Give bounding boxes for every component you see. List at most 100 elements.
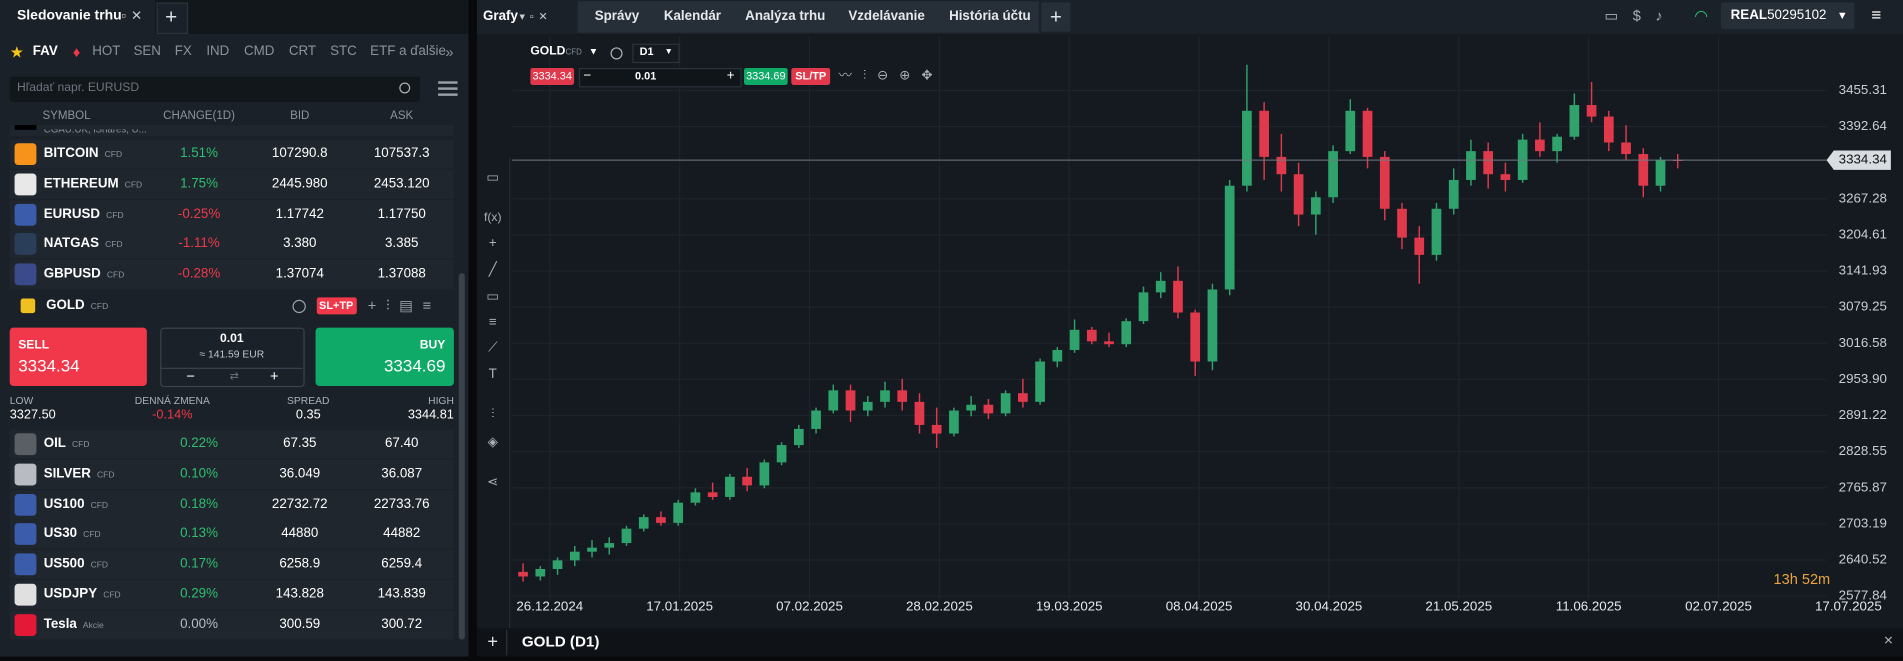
chart-symbol[interactable]: GOLD <box>530 44 566 59</box>
partial-row-text: CGAU.UK, iShares, U... <box>44 129 147 134</box>
candle-body <box>552 560 563 569</box>
nav-add[interactable] <box>1041 2 1071 32</box>
candle-body <box>1362 110 1373 157</box>
buy-button[interactable] <box>315 327 454 386</box>
watchlist-tab[interactable]: STC <box>330 44 357 59</box>
menu-icon[interactable]: ≡ <box>1871 4 1882 25</box>
watchlist-row[interactable] <box>9 199 454 229</box>
watchlist-row[interactable] <box>9 550 454 580</box>
drawing-tool[interactable]: ◈ <box>487 435 498 450</box>
drawing-tool[interactable]: T <box>488 367 497 382</box>
watchlist-row[interactable] <box>9 489 454 519</box>
bottom-close[interactable]: ✕ <box>1883 634 1894 649</box>
chart-buy[interactable] <box>743 67 788 85</box>
candle-body <box>1224 185 1235 290</box>
chart-volume-minus: − <box>583 68 592 84</box>
add-tab-button[interactable] <box>156 2 189 34</box>
wifi-icon: ◠ <box>1694 6 1709 25</box>
y-tick-label: 3141.93 <box>1839 263 1887 278</box>
sltp-badge[interactable] <box>316 297 357 315</box>
watchlist-tab[interactable]: CMD <box>243 44 275 59</box>
watchlist-tab[interactable]: SEN <box>133 44 161 59</box>
drawing-tool[interactable]: ≡ <box>488 314 497 330</box>
candle-body <box>1379 156 1390 209</box>
watchlist-row[interactable] <box>9 429 454 459</box>
nav-tab[interactable]: Vzdelávanie <box>848 9 925 24</box>
candle-body <box>621 528 632 544</box>
drawing-tool[interactable]: + <box>488 236 497 251</box>
candle-body <box>1569 105 1580 137</box>
bottom-add[interactable] <box>479 629 508 656</box>
account-id: 50295102 <box>1767 7 1827 23</box>
drawing-tool[interactable]: ⫶ <box>491 407 495 422</box>
hot-icon: ♦ <box>72 43 81 61</box>
watchlist-tab[interactable]: CRT <box>288 44 317 59</box>
stat-value: 0.35 <box>295 407 321 423</box>
watchlist-row[interactable] <box>9 259 454 290</box>
ask: 6259.4 <box>381 556 423 572</box>
nav-tab[interactable]: Správy <box>594 9 640 24</box>
nav-tab[interactable]: Kalendár <box>663 9 722 24</box>
watchlist-row[interactable] <box>9 169 454 199</box>
search-box[interactable] <box>9 76 420 102</box>
selected-type: CFD <box>90 302 109 312</box>
column-header: BID <box>290 109 310 123</box>
watchlist-tab[interactable]: FX <box>174 44 192 59</box>
chart-sltp-text: SL/TP <box>795 69 827 82</box>
watchlist-tab[interactable]: IND <box>206 44 230 59</box>
chart-sltp[interactable] <box>791 67 831 85</box>
candle-body <box>725 476 735 497</box>
list-view-icon[interactable] <box>438 81 458 96</box>
candle-body <box>1603 116 1614 143</box>
change: -0.28% <box>177 266 221 282</box>
drawing-tool[interactable]: ╱ <box>488 262 497 278</box>
ask: 22733.76 <box>373 496 430 512</box>
nav-menu[interactable]: Grafy <box>483 9 518 24</box>
candle-body <box>776 445 787 463</box>
watchlist-row[interactable] <box>9 229 454 259</box>
symbol-icon <box>14 583 37 606</box>
candle-body <box>1069 329 1080 350</box>
symbol-label: SILVER CFD <box>44 467 115 481</box>
watchlist-row[interactable] <box>9 459 454 489</box>
chart-sell[interactable] <box>530 67 575 85</box>
chart-tab-title[interactable]: GOLD (D1) <box>521 633 600 651</box>
sell-button[interactable] <box>9 327 147 386</box>
chart-symbol-type: CFD <box>565 48 582 57</box>
stat-label: LOW <box>9 394 34 407</box>
candle-body <box>1310 197 1321 215</box>
account-box[interactable] <box>1720 2 1855 30</box>
watchlist-tab[interactable]: FAV <box>32 44 58 59</box>
nav-tab[interactable]: História účtu <box>949 9 1031 24</box>
candle-body <box>587 547 597 552</box>
ask: 1.17750 <box>377 206 426 221</box>
watchlist-row[interactable] <box>9 580 454 610</box>
drawing-tool[interactable]: ▭ <box>486 289 500 305</box>
panel-tab <box>0 0 156 34</box>
timeframe-box[interactable] <box>632 43 680 64</box>
nav-icons: ▭$♪ <box>1604 7 1678 25</box>
watchlist-row[interactable] <box>9 519 454 550</box>
watchlist-row[interactable] <box>9 139 454 169</box>
drawing-tool[interactable]: ⋖ <box>487 475 499 490</box>
symbol-type: CFD <box>72 441 90 450</box>
change: 0.17% <box>180 556 218 572</box>
nav-tab[interactable]: Analýza trhu <box>745 9 826 24</box>
drawing-tool[interactable]: ⟋ <box>488 340 498 355</box>
watchlist-tab[interactable]: HOT <box>92 44 121 59</box>
watchlist-row[interactable] <box>9 610 454 640</box>
change: 0.00% <box>180 616 218 632</box>
bid: 107290.8 <box>271 146 328 161</box>
x-tick-label: 21.05.2025 <box>1425 598 1492 613</box>
bid: 143.828 <box>275 586 324 602</box>
volume-box <box>160 327 305 388</box>
y-tick-label: 3079.25 <box>1839 299 1887 314</box>
watchlist-tab[interactable]: ETF a ďalšie <box>370 44 446 59</box>
x-tick-label: 07.02.2025 <box>776 598 843 613</box>
tool-indicators[interactable]: f(x) <box>483 211 502 225</box>
symbol-label: USDJPY CFD <box>44 587 121 601</box>
candle-body <box>1207 289 1218 362</box>
candle-body <box>1155 280 1166 293</box>
candle-body <box>931 424 942 434</box>
change: -0.25% <box>177 206 221 221</box>
